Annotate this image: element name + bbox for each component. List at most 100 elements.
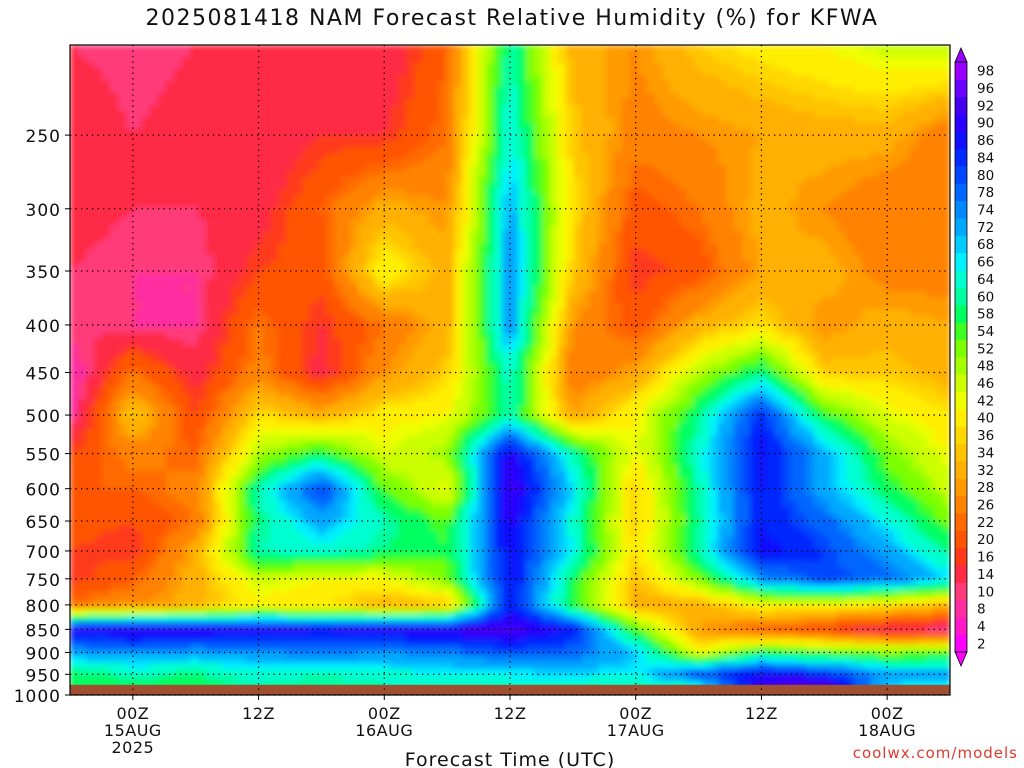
rh-cell — [438, 147, 447, 154]
rh-cell — [310, 183, 319, 190]
rh-cell — [190, 69, 199, 76]
rh-cell — [142, 243, 151, 250]
rh-cell — [406, 75, 415, 82]
rh-cell — [454, 57, 463, 64]
rh-cell — [910, 243, 919, 250]
rh-cell — [934, 93, 943, 100]
rh-cell — [526, 81, 535, 88]
rh-cell — [694, 201, 703, 208]
rh-cell — [310, 231, 319, 238]
rh-cell — [574, 81, 583, 88]
rh-cell — [350, 75, 359, 82]
rh-cell — [222, 183, 231, 190]
rh-cell — [526, 93, 535, 100]
rh-cell — [662, 273, 671, 280]
rh-cell — [838, 207, 847, 214]
rh-cell — [790, 237, 799, 244]
rh-cell — [422, 267, 431, 274]
rh-cell — [142, 117, 151, 124]
rh-cell — [318, 99, 327, 106]
rh-cell — [782, 183, 791, 190]
rh-cell — [822, 189, 831, 196]
rh-cell — [854, 249, 863, 256]
rh-cell — [110, 171, 119, 178]
rh-cell — [870, 75, 879, 82]
rh-cell — [446, 213, 455, 220]
rh-cell — [422, 153, 431, 160]
rh-cell — [670, 135, 679, 142]
rh-cell — [526, 69, 535, 76]
rh-cell — [398, 207, 407, 214]
rh-cell — [158, 123, 167, 130]
rh-cell — [750, 201, 759, 208]
rh-cell — [294, 87, 303, 94]
rh-cell — [486, 87, 495, 94]
rh-cell — [798, 183, 807, 190]
rh-cell — [766, 279, 775, 286]
rh-cell — [326, 207, 335, 214]
rh-cell — [342, 213, 351, 220]
rh-cell — [326, 273, 335, 280]
rh-cell — [782, 87, 791, 94]
rh-cell — [750, 63, 759, 70]
rh-cell — [902, 183, 911, 190]
rh-cell — [126, 291, 135, 298]
rh-cell — [230, 243, 239, 250]
rh-cell — [270, 117, 279, 124]
rh-cell — [390, 75, 399, 82]
rh-cell — [510, 201, 519, 208]
rh-cell — [790, 75, 799, 82]
rh-cell — [430, 183, 439, 190]
rh-cell — [838, 279, 847, 286]
rh-cell — [222, 177, 231, 184]
rh-cell — [454, 87, 463, 94]
rh-cell — [422, 81, 431, 88]
rh-cell — [574, 93, 583, 100]
rh-cell — [390, 219, 399, 226]
rh-cell — [814, 189, 823, 196]
rh-cell — [670, 219, 679, 226]
rh-cell — [230, 213, 239, 220]
rh-cell — [198, 267, 207, 274]
rh-cell — [926, 117, 935, 124]
rh-cell — [542, 159, 551, 166]
rh-cell — [886, 87, 895, 94]
rh-cell — [206, 57, 215, 64]
rh-cell — [822, 51, 831, 58]
rh-cell — [286, 213, 295, 220]
rh-cell — [550, 93, 559, 100]
rh-cell — [902, 195, 911, 202]
rh-cell — [310, 117, 319, 124]
rh-cell — [94, 99, 103, 106]
rh-cell — [886, 117, 895, 124]
rh-cell — [878, 111, 887, 118]
rh-cell — [558, 105, 567, 112]
rh-cell — [918, 117, 927, 124]
rh-cell — [862, 303, 871, 310]
rh-cell — [926, 231, 935, 238]
rh-cell — [198, 243, 207, 250]
rh-cell — [382, 237, 391, 244]
rh-cell — [206, 111, 215, 118]
rh-cell — [206, 105, 215, 112]
rh-cell — [246, 123, 255, 130]
rh-cell — [422, 147, 431, 154]
rh-cell — [190, 297, 199, 304]
rh-cell — [510, 159, 519, 166]
rh-cell — [774, 309, 783, 316]
rh-cell — [318, 75, 327, 82]
rh-cell — [470, 309, 479, 316]
rh-cell — [550, 147, 559, 154]
rh-cell — [862, 147, 871, 154]
rh-cell — [390, 129, 399, 136]
rh-cell — [502, 153, 511, 160]
rh-cell — [726, 99, 735, 106]
rh-cell — [302, 267, 311, 274]
rh-cell — [910, 63, 919, 70]
rh-cell — [118, 177, 127, 184]
rh-cell — [902, 255, 911, 262]
rh-cell — [758, 117, 767, 124]
rh-cell — [910, 261, 919, 268]
rh-cell — [238, 267, 247, 274]
rh-cell — [734, 273, 743, 280]
